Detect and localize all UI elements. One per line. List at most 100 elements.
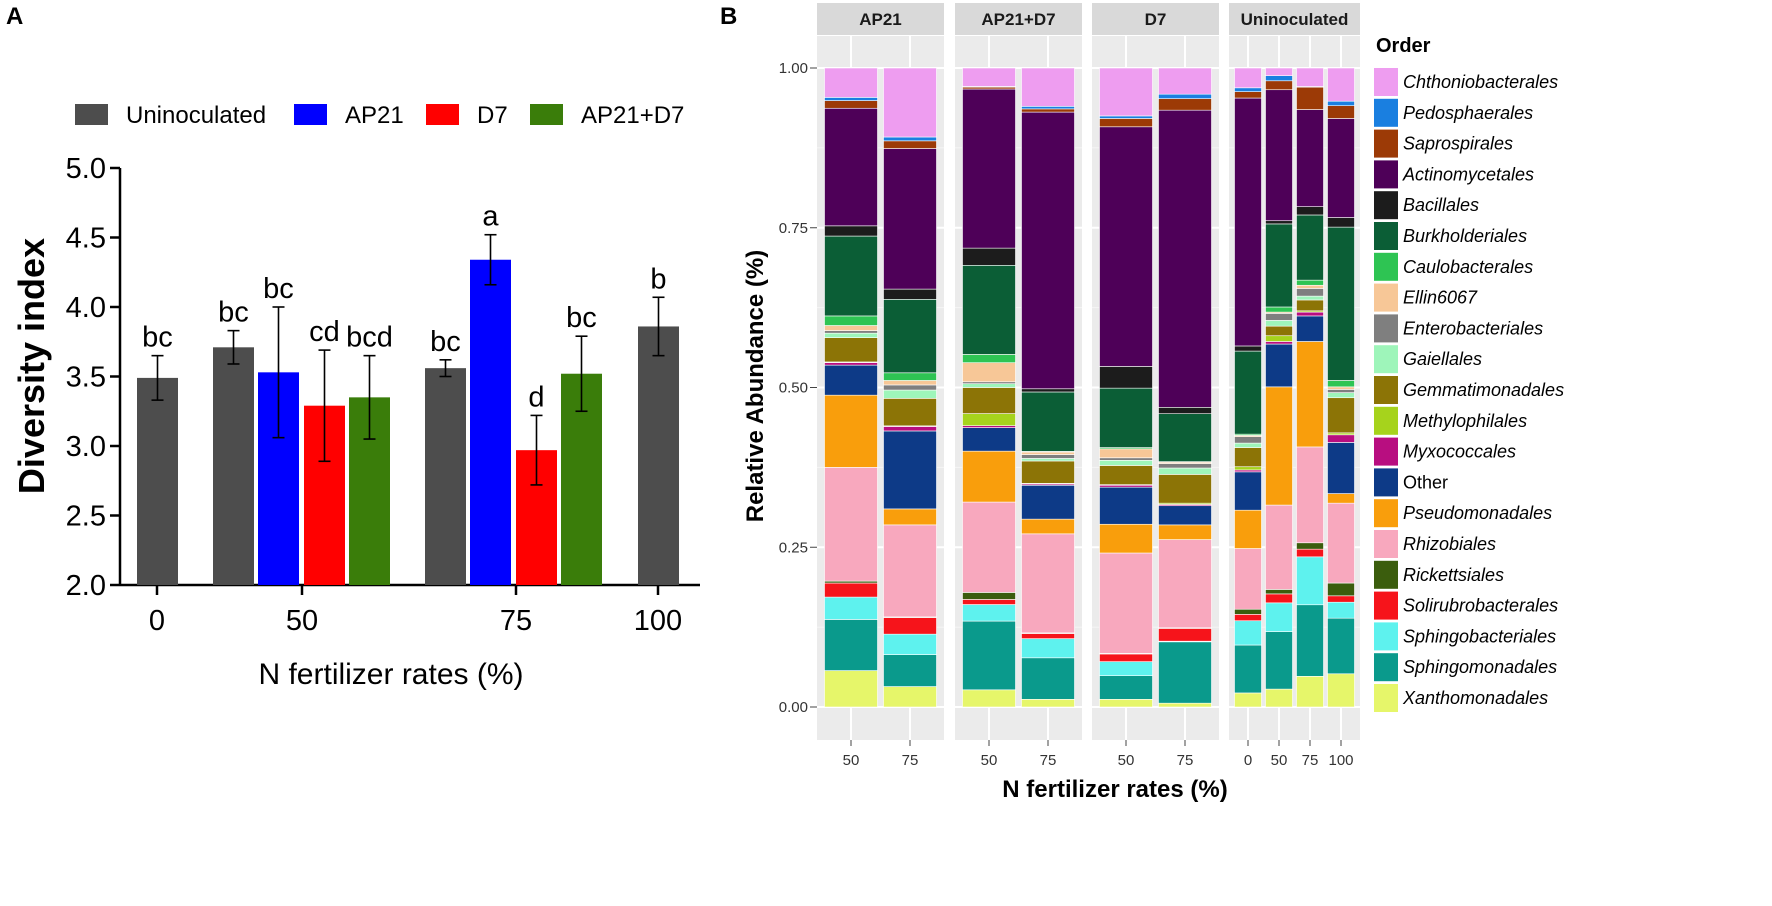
stack-segment-ellin6067 bbox=[1099, 448, 1153, 459]
stack-segment-pedosphaerales bbox=[824, 97, 878, 101]
stack-segment-pseudomonadales bbox=[1327, 493, 1355, 504]
stack-segment-actinomycetales bbox=[1158, 109, 1212, 408]
y-tick-label: 0.75 bbox=[779, 220, 808, 237]
x-tick-label: 0 bbox=[1244, 752, 1252, 769]
stack-segment-actinomycetales bbox=[962, 88, 1016, 249]
facet-strip bbox=[1229, 3, 1360, 35]
stack-segment-ellin6067 bbox=[1327, 386, 1355, 390]
legend-label: Rickettsiales bbox=[1403, 565, 1504, 585]
legend-swatch-gaiellales bbox=[1374, 345, 1398, 374]
stack-segment-gemmatimonadales bbox=[1234, 447, 1262, 468]
stack-segment-rhizobiales bbox=[883, 524, 937, 618]
legend-label: Chthoniobacterales bbox=[1403, 72, 1558, 92]
significance-label: bc bbox=[263, 273, 294, 305]
significance-label: bc bbox=[142, 322, 173, 354]
stack-segment-caulobacterales bbox=[1327, 380, 1355, 388]
legend-swatch-pedosphaerales bbox=[1374, 98, 1398, 127]
stack-segment-bacillales bbox=[962, 247, 1016, 266]
legend-swatch-other bbox=[1374, 468, 1398, 497]
stack-segment-rhizobiales bbox=[1158, 539, 1212, 629]
legend-label: AP21 bbox=[345, 102, 404, 129]
legend-swatch-actinomycetales bbox=[1374, 160, 1398, 189]
stack-segment-sphingobacteriales bbox=[1021, 638, 1075, 659]
stack-segment-sphingomonadales bbox=[883, 654, 937, 687]
stack-segment-rhizobiales bbox=[1296, 446, 1324, 544]
stack-segment-actinomycetales bbox=[883, 148, 937, 290]
y-tick-label: 4.0 bbox=[66, 292, 106, 324]
stack-segment-sphingomonadales bbox=[1158, 641, 1212, 704]
stack-segment-pedosphaerales bbox=[883, 136, 937, 142]
stack-segment-chthoniobacterales bbox=[1296, 67, 1324, 87]
stack-segment-bacillales bbox=[1234, 345, 1262, 352]
stack-segment-saprospirales bbox=[824, 100, 878, 109]
stack-segment-xanthomonadales bbox=[1327, 673, 1355, 708]
stack-segment-gemmatimonadales bbox=[1296, 299, 1324, 312]
stack-segment-gaiellales bbox=[883, 389, 937, 399]
stack-segment-gaiellales bbox=[824, 332, 878, 338]
stack-segment-burkholderiales bbox=[1021, 391, 1075, 452]
stack-segment-pedosphaerales bbox=[1021, 106, 1075, 110]
stack-segment-enterobacteriales bbox=[1296, 288, 1324, 297]
legend-swatch-ap21 bbox=[294, 104, 327, 125]
stack-segment-other bbox=[1158, 505, 1212, 526]
stack-segment-chthoniobacterales bbox=[1265, 67, 1293, 76]
legend-swatch-uninoculated bbox=[75, 104, 108, 125]
stack-segment-bacillales bbox=[1327, 217, 1355, 228]
stack-segment-solirubrobacterales bbox=[1296, 548, 1324, 558]
stack-segment-sphingomonadales bbox=[1327, 617, 1355, 675]
stack-segment-enterobacteriales bbox=[1234, 436, 1262, 444]
stack-segment-gaiellales bbox=[1158, 467, 1212, 475]
stack-segment-pseudomonadales bbox=[1296, 341, 1324, 448]
stack-segment-rhizobiales bbox=[962, 501, 1016, 593]
significance-label: bc bbox=[218, 297, 249, 329]
stack-segment-bacillales bbox=[824, 225, 878, 237]
x-axis-title: N fertilizer rates (%) bbox=[258, 658, 523, 691]
stack-segment-gaiellales bbox=[1021, 458, 1075, 462]
stack-segment-other bbox=[1234, 471, 1262, 511]
stack-segment-saprospirales bbox=[1158, 98, 1212, 111]
stack-segment-bacillales bbox=[1296, 206, 1324, 216]
stack-segment-sphingomonadales bbox=[1099, 675, 1153, 700]
legend-label: Gemmatimonadales bbox=[1403, 380, 1564, 400]
stack-segment-chthoniobacterales bbox=[883, 67, 937, 138]
stack-segment-enterobacteriales bbox=[1327, 389, 1355, 393]
stack-segment-burkholderiales bbox=[1265, 223, 1293, 308]
panel-letter-b: B bbox=[720, 3, 737, 30]
x-tick-label: 0 bbox=[149, 605, 165, 637]
legend-label: Saprospirales bbox=[1403, 134, 1513, 154]
stack-segment-pedosphaerales bbox=[1234, 87, 1262, 92]
stack-segment-xanthomonadales bbox=[1099, 699, 1153, 708]
legend-swatch-saprospirales bbox=[1374, 129, 1398, 158]
stack-segment-actinomycetales bbox=[1099, 126, 1153, 367]
y-tick-label: 2.0 bbox=[66, 570, 106, 602]
stack-segment-actinomycetales bbox=[1265, 89, 1293, 222]
stack-segment-other bbox=[1296, 315, 1324, 342]
x-tick-label: 100 bbox=[1328, 752, 1353, 769]
stack-segment-burkholderiales bbox=[1234, 350, 1262, 435]
stack-segment-sphingomonadales bbox=[1296, 604, 1324, 677]
facet-strip bbox=[955, 3, 1082, 35]
significance-label: bcd bbox=[346, 322, 393, 354]
y-tick-label: 0.50 bbox=[779, 380, 808, 397]
stack-segment-gaiellales bbox=[1265, 320, 1293, 327]
legend-label: Sphingomonadales bbox=[1403, 657, 1557, 677]
stack-segment-methylophilales bbox=[1234, 466, 1262, 471]
stack-segment-enterobacteriales bbox=[824, 330, 878, 334]
stack-segment-gemmatimonadales bbox=[1265, 325, 1293, 337]
stack-segment-gemmatimonadales bbox=[1327, 397, 1355, 434]
stack-segment-solirubrobacterales bbox=[1234, 614, 1262, 622]
legend-label: Caulobacterales bbox=[1403, 257, 1533, 277]
x-tick-label: 50 bbox=[843, 752, 860, 769]
stack-segment-saprospirales bbox=[883, 140, 937, 149]
stack-segment-caulobacterales bbox=[883, 372, 937, 381]
stack-segment-pseudomonadales bbox=[1021, 518, 1075, 535]
stack-segment-chthoniobacterales bbox=[1099, 67, 1153, 117]
stack-segment-enterobacteriales bbox=[1265, 313, 1293, 321]
legend-label: Xanthomonadales bbox=[1402, 688, 1548, 708]
stack-segment-rhizobiales bbox=[1099, 552, 1153, 654]
legend-swatch-chthoniobacterales bbox=[1374, 68, 1398, 96]
stack-segment-sphingomonadales bbox=[1021, 657, 1075, 700]
x-tick-label: 100 bbox=[634, 605, 682, 637]
stack-segment-myxococcales bbox=[1265, 341, 1293, 345]
